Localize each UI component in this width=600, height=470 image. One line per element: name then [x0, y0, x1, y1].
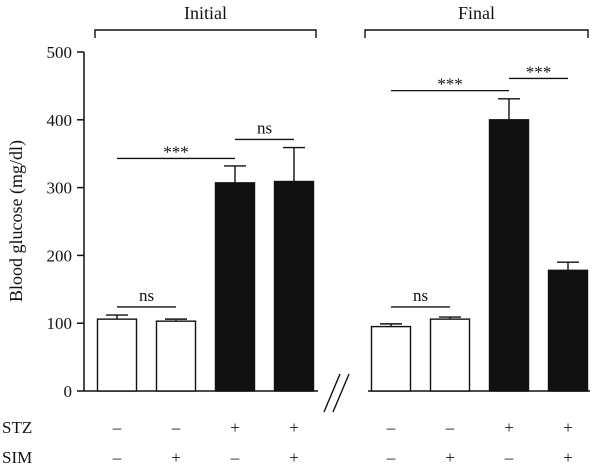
y-axis-label: Blood glucose (mg/dl)	[6, 140, 27, 302]
significance-label: ***	[163, 142, 189, 161]
sim-value: +	[171, 448, 181, 467]
axis-break-mark	[332, 373, 350, 413]
significance-label: ns	[257, 118, 272, 137]
y-tick-label: 400	[47, 111, 73, 130]
stz-value: –	[171, 418, 181, 437]
bar	[370, 325, 412, 392]
stz-value: –	[445, 418, 455, 437]
group-bracket	[94, 29, 317, 38]
y-tick-label: 200	[47, 246, 73, 265]
significance-label: ***	[437, 75, 463, 94]
factor-label-stz: STZ	[2, 418, 32, 437]
bar	[488, 119, 530, 392]
sim-value: –	[504, 448, 514, 467]
stz-value: +	[230, 418, 240, 437]
group-bracket	[364, 29, 589, 38]
axis-break-mark	[323, 373, 341, 413]
bars	[96, 98, 589, 392]
group-brackets: Initial Final	[94, 3, 589, 38]
stz-value: +	[289, 418, 299, 437]
sim-value: +	[289, 448, 299, 467]
y-tick-label: 100	[47, 314, 73, 333]
group-label: Initial	[184, 3, 227, 23]
y-tick-label: 0	[64, 382, 73, 401]
sim-value: +	[445, 448, 455, 467]
sim-value: –	[112, 448, 122, 467]
significance-markers: ns *** ns ns *** ***	[117, 62, 568, 308]
group-label: Final	[458, 3, 495, 23]
significance-label: ***	[526, 62, 552, 81]
significance-label: ns	[139, 286, 154, 305]
bar	[547, 269, 589, 392]
stz-value: –	[112, 418, 122, 437]
y-tick-label: 500	[47, 43, 73, 62]
stz-value: +	[563, 418, 573, 437]
significance-label: ns	[413, 286, 428, 305]
factor-table: STZ SIM – – – + + – + + – – – + + – + +	[2, 418, 573, 467]
bar	[214, 182, 256, 392]
y-tick-label: 300	[47, 179, 73, 198]
stz-value: +	[504, 418, 514, 437]
bar	[429, 318, 471, 392]
sim-value: –	[230, 448, 240, 467]
bar	[155, 320, 197, 392]
stz-value: –	[386, 418, 396, 437]
factor-label-sim: SIM	[2, 448, 32, 467]
bar	[96, 318, 138, 392]
sim-value: +	[563, 448, 573, 467]
y-axis: Blood glucose (mg/dl) 0 100 200 300 400 500	[6, 43, 85, 401]
sim-value: –	[386, 448, 396, 467]
bar	[273, 180, 315, 392]
